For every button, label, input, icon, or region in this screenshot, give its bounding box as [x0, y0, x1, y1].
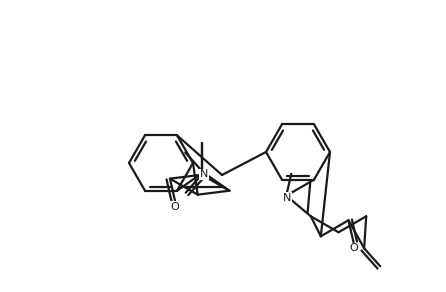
- Text: N: N: [283, 193, 292, 203]
- Text: O: O: [170, 202, 179, 212]
- Text: N: N: [200, 169, 208, 179]
- Text: O: O: [349, 243, 358, 253]
